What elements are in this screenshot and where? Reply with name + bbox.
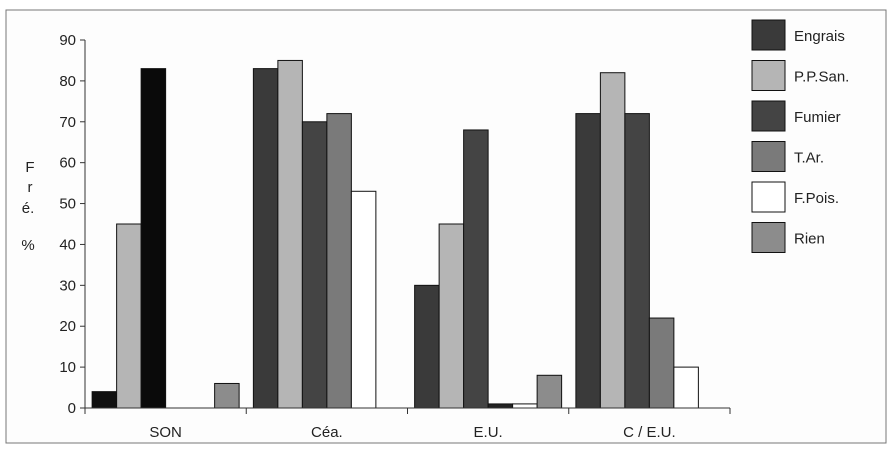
bar-engrais-e-u- [414, 284, 440, 409]
legend-swatch [751, 60, 786, 91]
x-axis: SON Céa. E.U. C / E.U. [84, 407, 731, 441]
bar-t-ar--e-u- [487, 403, 514, 409]
x-category-label: SON [149, 424, 182, 441]
legend-label: Engrais [794, 28, 845, 45]
bar-t-ar--c-e-u- [648, 317, 675, 409]
bar-p-p-san--c-a- [277, 59, 303, 409]
bar-f-pois--c-a- [350, 190, 377, 409]
bar-f-pois--c-e-u- [673, 366, 699, 409]
y-axis-label-part: F [25, 159, 34, 176]
y-tick-label: 50 [59, 196, 76, 213]
y-tick-label: 30 [59, 277, 76, 294]
legend-swatch [751, 100, 786, 132]
bar-engrais-son [91, 391, 118, 409]
y-tick-label: 20 [59, 318, 76, 335]
bar-rien-e-u- [536, 374, 563, 409]
legend-swatch [751, 19, 786, 51]
bar-p-p-san--e-u- [438, 223, 465, 409]
y-tick-label: 80 [59, 73, 76, 90]
bar-rien-son [214, 382, 240, 409]
y-axis-label-part: é. [22, 200, 35, 217]
y-axis-label-part: r [28, 179, 33, 196]
legend: Engrais P.P.San. Fumier T.Ar. F.Pois. Rien [751, 19, 849, 253]
y-axis-label-part: % [21, 237, 34, 254]
bar-f-pois--e-u- [512, 403, 538, 409]
bar-engrais-c-e-u- [575, 113, 601, 409]
bar-fumier-son [140, 68, 167, 409]
bar-p-p-san--son [116, 223, 142, 409]
y-tick-label: 10 [59, 359, 76, 376]
x-category-label: C / E.U. [623, 424, 676, 441]
legend-label: T.Ar. [794, 150, 824, 167]
legend-label: Rien [794, 231, 825, 248]
y-tick-label: 60 [59, 155, 76, 172]
y-tick-label: 0 [68, 400, 76, 417]
bar-fumier-c-e-u- [624, 113, 650, 409]
y-tick-label: 40 [59, 236, 76, 253]
legend-swatch [751, 181, 786, 213]
x-category-label: Céa. [311, 424, 343, 441]
legend-swatch [751, 141, 786, 172]
bar-p-p-san--c-e-u- [599, 72, 626, 409]
y-axis-title: Fr é.% [21, 159, 34, 254]
legend-label: F.Pois. [794, 190, 839, 207]
bar-t-ar--c-a- [326, 113, 352, 409]
legend-label: P.P.San. [794, 69, 849, 86]
y-axis: 0 10 20 30 40 50 60 70 80 90 [59, 32, 86, 417]
legend-swatch [751, 222, 786, 253]
bars [91, 59, 699, 409]
y-tick-label: 90 [59, 32, 76, 49]
y-tick-label: 70 [59, 114, 76, 131]
bar-engrais-c-a- [252, 68, 279, 409]
legend-label: Fumier [794, 109, 841, 126]
x-category-label: E.U. [474, 424, 503, 441]
bar-fumier-e-u- [463, 129, 489, 409]
bar-fumier-c-a- [301, 121, 328, 409]
